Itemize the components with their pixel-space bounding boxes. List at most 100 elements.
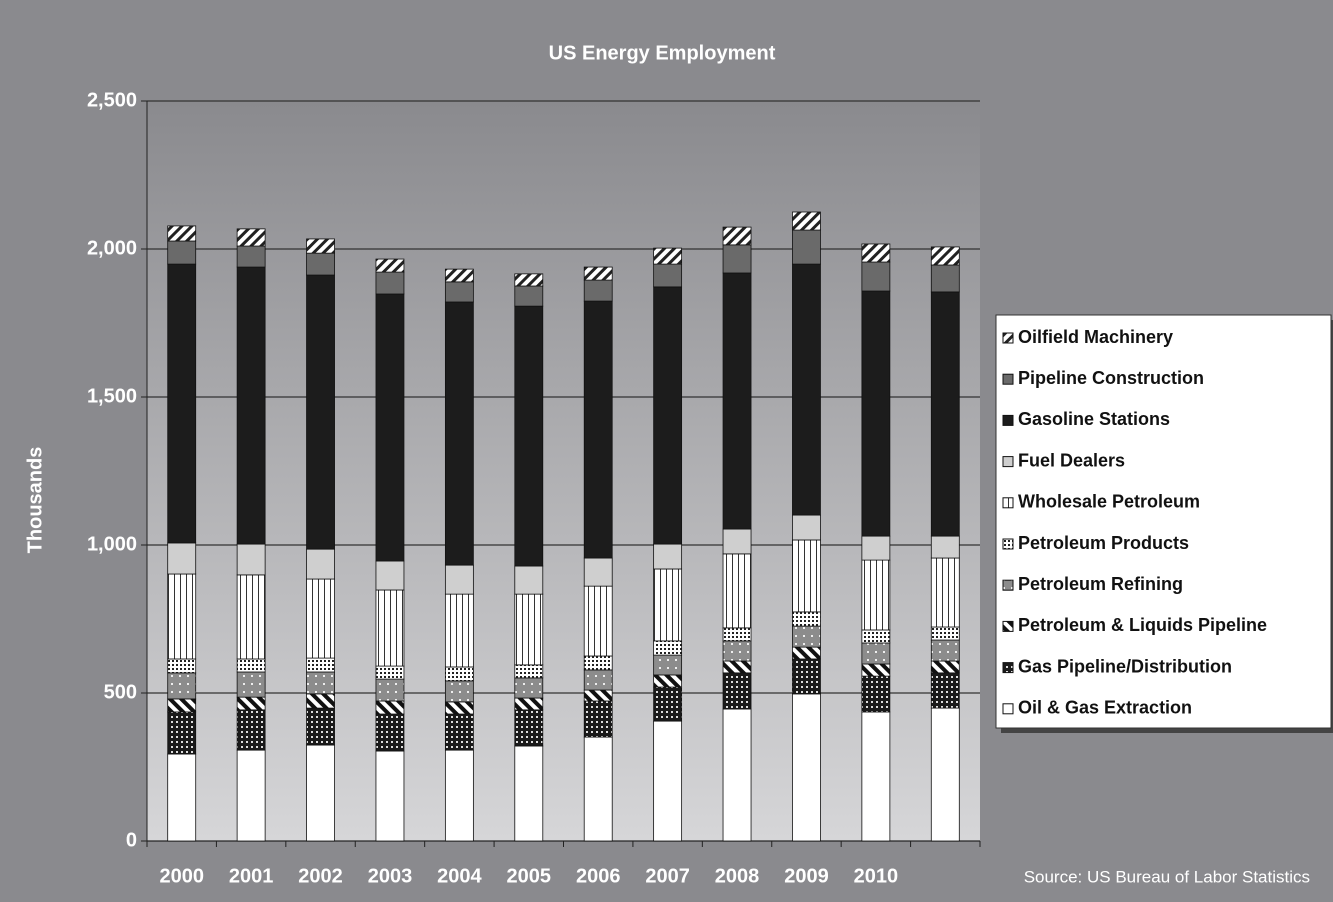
- bar-segment: [583, 669, 613, 691]
- bar-segment: [653, 543, 683, 570]
- legend-label: Oilfield Machinery: [1018, 327, 1173, 347]
- bar-segment: [722, 640, 752, 662]
- bar-segment: [653, 654, 683, 676]
- bar-segment: [930, 264, 960, 293]
- bar-segment: [861, 243, 891, 263]
- x-tick-label: 2005: [507, 865, 552, 887]
- bar-segment: [583, 655, 613, 671]
- legend: [995, 314, 1332, 729]
- bar-segment: [236, 543, 266, 576]
- bar-segment: [722, 226, 752, 246]
- bar-segment: [930, 707, 960, 842]
- bar-segment: [583, 557, 613, 587]
- bar-segment: [861, 290, 891, 537]
- bar-segment: [792, 658, 821, 695]
- bar-segment: [653, 686, 683, 722]
- bar-segment: [236, 266, 266, 545]
- bar-segment: [236, 709, 266, 751]
- bar-segment: [167, 263, 197, 544]
- bar-segment: [792, 229, 821, 265]
- bar-segment: [722, 708, 752, 842]
- y-tick-label: 500: [104, 681, 137, 703]
- legend-label: Wholesale Petroleum: [1018, 492, 1200, 512]
- bar-segment: [792, 693, 821, 842]
- y-axis-label: Thousands: [24, 447, 46, 554]
- bar-segment: [792, 211, 821, 231]
- bar-segment: [306, 252, 335, 276]
- x-tick-label: 2001: [229, 865, 274, 887]
- bar-segment: [167, 658, 197, 674]
- bar-segment: [930, 672, 960, 709]
- x-tick-label: 2003: [368, 865, 413, 887]
- bar-segment: [514, 273, 544, 287]
- bar-segment: [306, 274, 335, 550]
- bar-segment: [583, 585, 613, 657]
- legend-label: Petroleum Refining: [1018, 574, 1183, 594]
- bar-segment: [444, 680, 474, 703]
- bar-segment: [583, 689, 613, 702]
- bar-segment: [653, 674, 683, 688]
- bar-segment: [861, 535, 891, 561]
- bar-segment: [375, 678, 405, 702]
- x-tick-label: 2009: [784, 865, 829, 887]
- x-tick-label: 2008: [715, 865, 760, 887]
- legend-marker: [1002, 538, 1014, 550]
- bar-segment: [444, 564, 474, 595]
- bar-segment: [514, 745, 544, 842]
- y-tick-label: 1,000: [87, 533, 137, 555]
- legend-marker: [1002, 414, 1014, 426]
- x-tick-label: 2000: [159, 865, 204, 887]
- legend-marker: [1002, 703, 1014, 715]
- legend-marker: [1002, 620, 1014, 632]
- bar-segment: [167, 573, 197, 660]
- bar-segment: [444, 593, 474, 668]
- bar-segment: [930, 246, 960, 266]
- bar-segment: [375, 258, 405, 273]
- bar-segment: [930, 660, 960, 674]
- bar-segment: [306, 744, 335, 842]
- bar-segment: [514, 664, 544, 679]
- x-tick-label: 2004: [437, 865, 482, 887]
- bar-segment: [722, 660, 752, 674]
- bar-segment: [236, 671, 266, 698]
- bar-segment: [930, 557, 960, 628]
- bar-segment: [514, 565, 544, 595]
- bar-segment: [167, 672, 197, 700]
- bar-segment: [583, 700, 613, 738]
- bar-segment: [375, 750, 405, 842]
- bar-segment: [653, 568, 683, 642]
- bar-segment: [861, 711, 891, 842]
- bar-segment: [167, 753, 197, 842]
- bar-segment: [236, 696, 266, 711]
- legend-label: Pipeline Construction: [1018, 368, 1204, 388]
- bar-segment: [167, 698, 197, 713]
- bar-segment: [861, 663, 891, 677]
- y-tick-label: 2,500: [87, 89, 137, 111]
- bar-segment: [583, 300, 613, 559]
- bar-segment: [514, 709, 544, 747]
- bar-segment: [444, 749, 474, 842]
- bar-segment: [514, 677, 544, 699]
- bar-segment: [306, 578, 335, 659]
- bar-segment: [653, 640, 683, 656]
- bar-segment: [861, 642, 891, 665]
- bar-segment: [236, 574, 266, 660]
- x-tick-label: 2002: [298, 865, 343, 887]
- bar-segment: [861, 559, 891, 631]
- bar-segment: [306, 671, 335, 695]
- bar-segment: [375, 293, 405, 562]
- legend-marker: [1002, 579, 1014, 591]
- bar-segment: [444, 301, 474, 566]
- bar-segment: [306, 238, 335, 254]
- bar-segment: [930, 626, 960, 641]
- bar-segment: [861, 629, 891, 644]
- bar-segment: [583, 279, 613, 302]
- bar-segment: [444, 701, 474, 715]
- plot-area: [147, 101, 980, 841]
- bar-segment: [792, 263, 821, 516]
- bar-segment: [375, 700, 405, 715]
- legend-label: Fuel Dealers: [1018, 450, 1125, 470]
- bar-segment: [792, 611, 821, 627]
- bar-segment: [444, 713, 474, 751]
